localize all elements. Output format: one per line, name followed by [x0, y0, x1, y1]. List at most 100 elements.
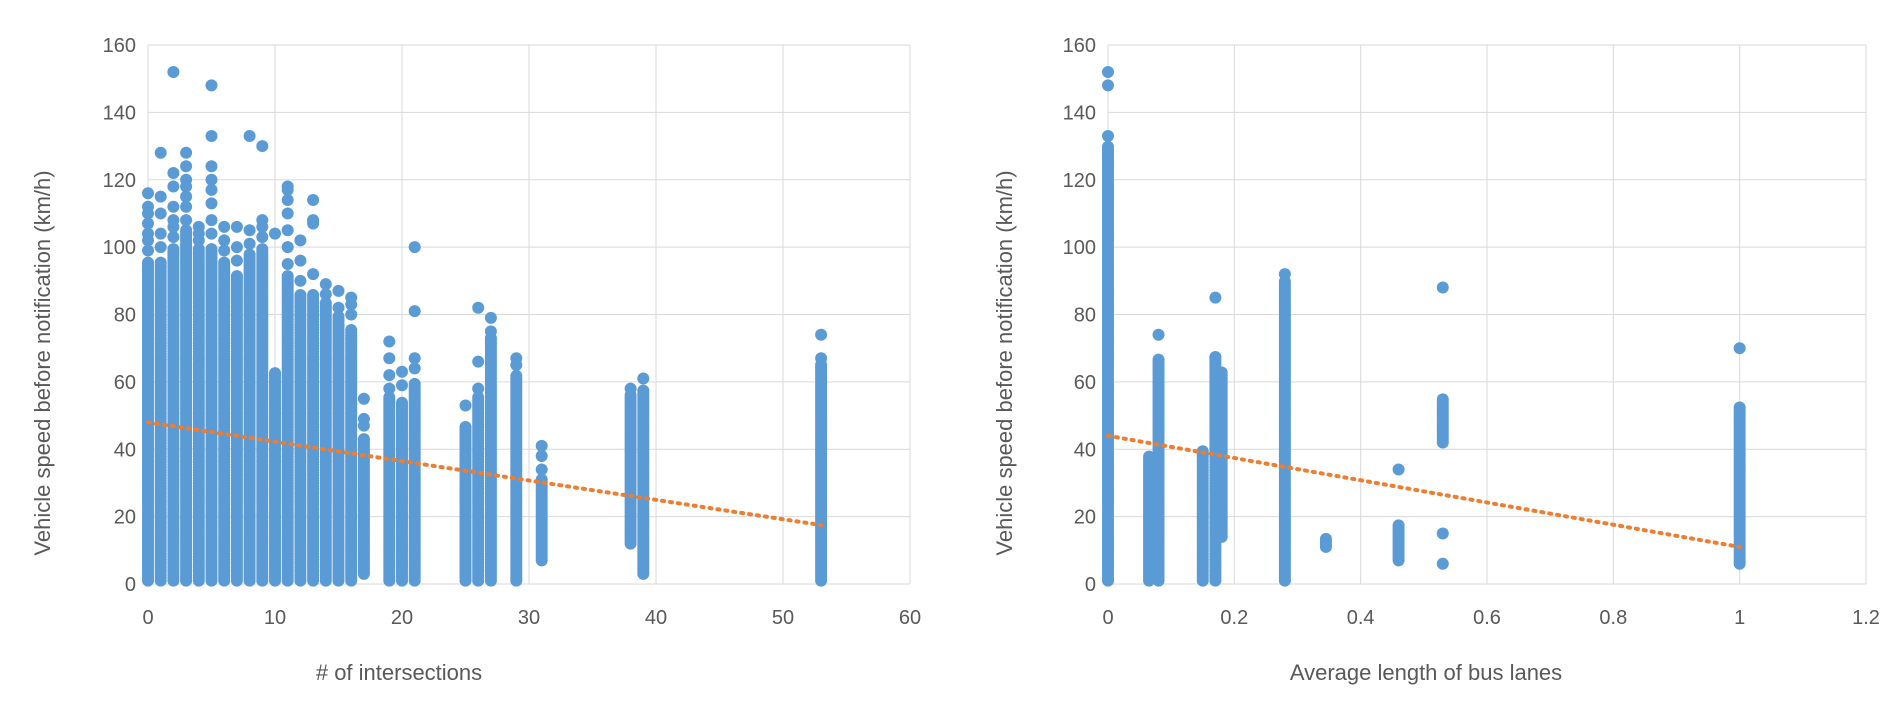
y-tick-label: 60 — [114, 372, 136, 394]
data-point — [142, 244, 154, 257]
data-point — [167, 214, 180, 227]
data-point — [142, 187, 154, 200]
y-tick-label: 140 — [103, 102, 136, 124]
data-point — [205, 173, 218, 186]
data-point — [256, 214, 269, 227]
data-point — [472, 301, 485, 314]
y-tick-label: 120 — [103, 170, 136, 192]
data-point — [167, 231, 180, 244]
data-point — [535, 463, 548, 476]
data-point — [1733, 342, 1746, 355]
data-point — [154, 207, 167, 220]
data-point — [383, 335, 396, 348]
data-point — [1209, 291, 1222, 304]
data-point — [218, 234, 231, 247]
data-point — [154, 241, 167, 254]
data-point — [256, 243, 269, 256]
x-tick-label: 0.2 — [1220, 607, 1248, 629]
data-point — [154, 146, 167, 159]
data-point — [345, 308, 358, 321]
data-point — [167, 65, 180, 78]
data-point — [1102, 140, 1114, 153]
data-point — [205, 160, 218, 173]
data-point — [281, 270, 294, 283]
y-tick-label: 40 — [114, 439, 136, 461]
data-point — [345, 323, 358, 336]
data-point — [180, 173, 193, 186]
data-point — [383, 369, 396, 382]
data-point — [281, 257, 294, 270]
y-tick-label: 80 — [1074, 305, 1096, 327]
data-point — [154, 256, 167, 269]
data-point — [281, 241, 294, 254]
data-point — [510, 369, 523, 382]
data-point — [180, 146, 193, 159]
data-point — [1143, 450, 1156, 463]
data-point — [154, 190, 167, 203]
y-tick-label: 100 — [103, 237, 136, 259]
data-point — [408, 305, 421, 318]
data-point — [243, 237, 256, 250]
data-point — [307, 214, 320, 227]
data-point — [154, 227, 167, 240]
chart-intersections: 0 20 40 60 80 100 120 140 160 0 10 20 30 40 50 60 # of… — [30, 35, 921, 685]
data-point — [396, 379, 408, 392]
y-tick-label: 80 — [114, 305, 136, 327]
data-point — [1319, 532, 1332, 545]
data-point — [218, 244, 231, 257]
x-tick-label: 30 — [518, 607, 540, 629]
data-point — [180, 224, 193, 237]
data-point — [319, 278, 332, 291]
data-point — [180, 200, 193, 213]
data-point — [230, 241, 243, 254]
data-point — [1152, 353, 1165, 366]
data-point — [1102, 65, 1114, 78]
data-point — [383, 352, 396, 365]
data-point — [218, 220, 231, 233]
data-point — [396, 396, 408, 409]
data-point — [142, 200, 154, 213]
x-tick-label: 0.4 — [1347, 607, 1375, 629]
y-axis-label: Vehicle speed before notification (km/h) — [992, 170, 1017, 555]
data-point — [357, 392, 370, 405]
x-tick-label: 60 — [899, 607, 921, 629]
data-point — [1209, 350, 1222, 363]
data-point — [218, 256, 231, 269]
data-point — [484, 325, 497, 338]
data-point — [281, 224, 294, 237]
data-point — [357, 412, 370, 425]
data-point — [383, 391, 396, 404]
data-point — [230, 254, 243, 267]
data-point — [1278, 268, 1291, 281]
x-tick-label: 0.8 — [1599, 607, 1627, 629]
data-point — [815, 352, 828, 365]
data-point — [230, 270, 243, 283]
data-point — [205, 129, 218, 142]
data-point — [281, 180, 294, 193]
data-point — [637, 372, 650, 385]
data-point — [637, 384, 650, 397]
data-point — [472, 355, 485, 368]
data-point — [192, 220, 205, 233]
data-point — [281, 193, 294, 206]
data-point — [180, 190, 193, 203]
x-tick-label: 1 — [1734, 607, 1745, 629]
data-point — [408, 241, 421, 254]
data-point — [205, 197, 218, 210]
x-tick-label: 0 — [142, 607, 153, 629]
x-axis-label: # of intersections — [316, 660, 482, 685]
data-point — [307, 268, 320, 281]
data-point — [294, 274, 307, 287]
data-point — [1436, 527, 1449, 540]
data-point — [319, 297, 332, 310]
data-point — [142, 256, 154, 269]
data-point — [319, 288, 332, 301]
data-point — [408, 362, 421, 375]
data-point — [408, 352, 421, 365]
y-tick-label: 160 — [103, 35, 136, 57]
data-point — [1733, 401, 1746, 414]
data-point — [1436, 281, 1449, 294]
data-point — [167, 180, 180, 193]
